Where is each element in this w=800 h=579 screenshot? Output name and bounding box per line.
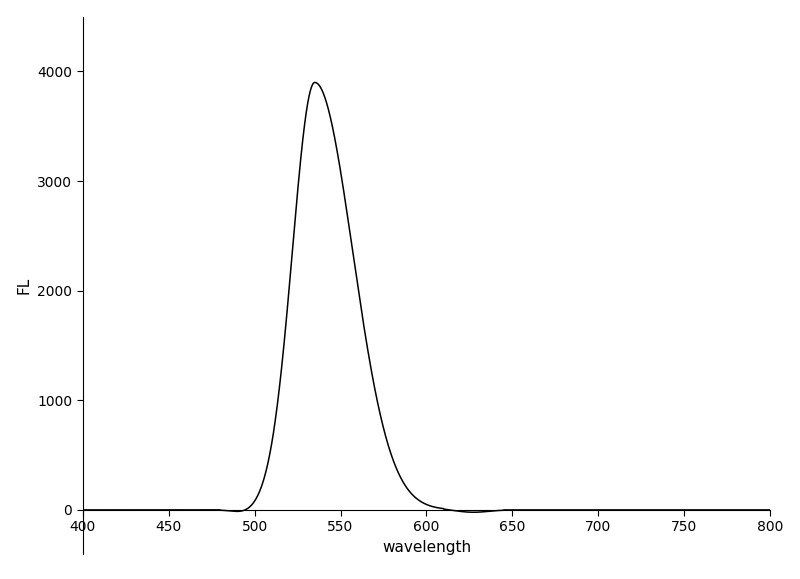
Y-axis label: FL: FL [17, 277, 32, 294]
X-axis label: wavelength: wavelength [382, 540, 471, 555]
